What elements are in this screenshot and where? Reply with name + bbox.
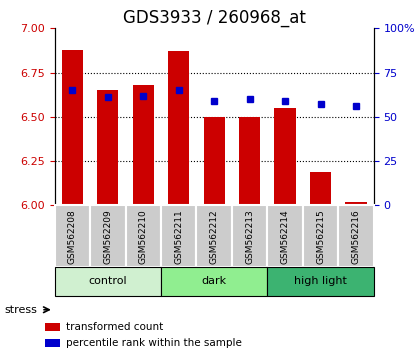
Bar: [310, 172, 331, 205]
Title: GDS3933 / 260968_at: GDS3933 / 260968_at: [123, 9, 306, 27]
Text: GSM562208: GSM562208: [68, 209, 77, 264]
Text: GSM562212: GSM562212: [210, 209, 219, 264]
Bar: [161, 205, 197, 267]
Bar: [126, 205, 161, 267]
Text: GSM562209: GSM562209: [103, 209, 112, 264]
Bar: [45, 323, 60, 331]
Text: GSM562211: GSM562211: [174, 209, 183, 264]
Bar: [55, 267, 161, 296]
Text: GSM562214: GSM562214: [281, 209, 290, 264]
Bar: [268, 267, 374, 296]
Bar: [62, 50, 83, 205]
Bar: [55, 205, 90, 267]
Bar: [161, 267, 268, 296]
Text: dark: dark: [202, 276, 227, 286]
Text: GSM562216: GSM562216: [352, 209, 360, 264]
Bar: [232, 205, 268, 267]
Bar: [97, 90, 118, 205]
Bar: [268, 205, 303, 267]
Bar: [197, 205, 232, 267]
Text: GSM562213: GSM562213: [245, 209, 254, 264]
Bar: [345, 202, 367, 205]
Bar: [45, 339, 60, 347]
Bar: [275, 108, 296, 205]
Text: GSM562215: GSM562215: [316, 209, 325, 264]
Text: transformed count: transformed count: [66, 322, 163, 332]
Text: stress: stress: [4, 305, 37, 315]
Bar: [90, 205, 126, 267]
Bar: [204, 117, 225, 205]
Text: percentile rank within the sample: percentile rank within the sample: [66, 338, 241, 348]
Bar: [303, 205, 339, 267]
Text: high light: high light: [294, 276, 347, 286]
Bar: [239, 117, 260, 205]
Text: GSM562210: GSM562210: [139, 209, 148, 264]
Bar: [133, 85, 154, 205]
Bar: [168, 51, 189, 205]
Bar: [339, 205, 374, 267]
Text: control: control: [89, 276, 127, 286]
